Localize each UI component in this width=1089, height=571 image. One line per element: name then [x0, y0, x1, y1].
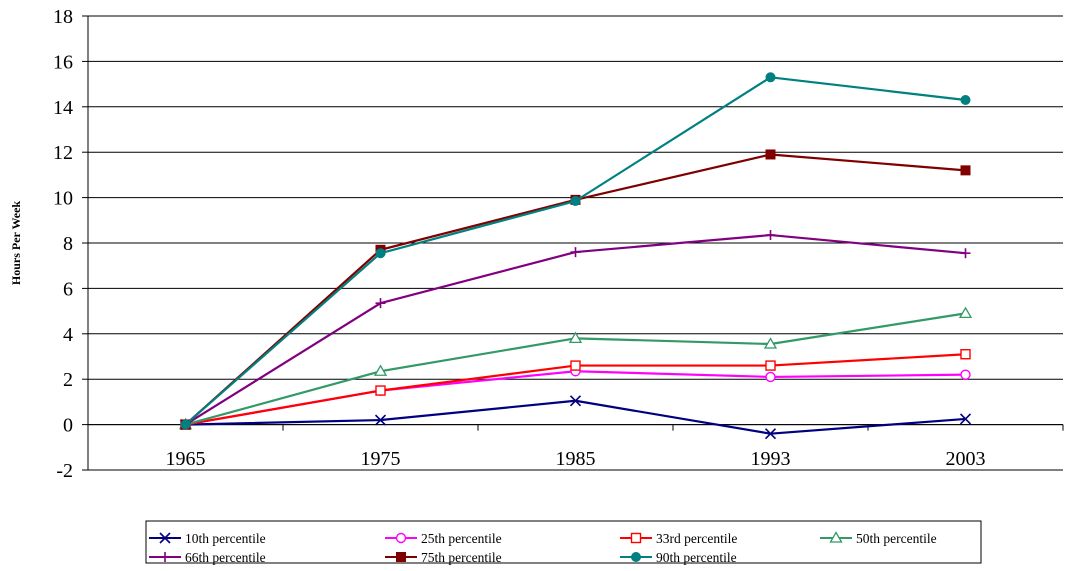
legend: 10th percentile 25th percentile 33rd perce…	[145, 520, 982, 565]
x-tick-label: 1975	[361, 448, 401, 470]
data-point-marker	[765, 72, 776, 83]
data-point-marker	[375, 298, 386, 309]
series-line	[185, 399, 966, 435]
data-point-marker	[765, 230, 776, 241]
data-point-marker	[568, 331, 583, 343]
series-90th-percentile	[180, 72, 971, 430]
y-axis-title: Hours Per Week	[9, 201, 23, 286]
legend-item: 90th percentile	[620, 550, 737, 565]
data-point-marker	[569, 395, 582, 407]
y-tick-label: 16	[53, 51, 73, 73]
data-point-marker	[960, 94, 971, 105]
data-point-marker	[375, 248, 386, 259]
data-point-marker	[570, 247, 581, 258]
legend-label: 10th percentile	[185, 531, 266, 546]
data-point-marker	[160, 552, 170, 562]
y-tick-label: 18	[53, 6, 73, 28]
y-tick-label: 14	[53, 97, 73, 119]
legend-label: 66th percentile	[185, 550, 266, 565]
data-point-marker	[829, 531, 843, 543]
y-tick-label: 2	[63, 369, 73, 391]
x-tick-label: 1965	[166, 448, 206, 470]
legend-item: 25th percentile	[385, 531, 502, 546]
legend-item: 66th percentile	[149, 550, 266, 565]
y-tick-label: 12	[53, 142, 73, 164]
legend-label: 25th percentile	[421, 531, 502, 546]
legend-label: 90th percentile	[656, 550, 737, 565]
y-tick-label: 10	[53, 188, 73, 210]
legend-label: 75th percentile	[421, 550, 502, 565]
series-75th-percentile	[180, 149, 971, 430]
data-point-marker	[570, 360, 581, 371]
series-lines	[178, 72, 973, 440]
data-point-marker	[630, 532, 642, 544]
y-tick-label: 8	[63, 233, 73, 255]
legend-item: 50th percentile	[820, 531, 937, 546]
data-point-marker	[374, 414, 387, 426]
x-tick-labels: 1965 1975 1985 1993 2003	[166, 448, 986, 470]
x-tick-label: 2003	[946, 448, 986, 470]
data-point-marker	[960, 165, 971, 176]
y-tick-label: -2	[56, 460, 73, 482]
data-point-marker	[763, 337, 778, 349]
y-tick-labels: -2 0 2 4 6 8 10 12 14 16 18	[53, 6, 73, 482]
data-point-marker	[375, 385, 386, 396]
data-point-marker	[960, 349, 971, 360]
data-point-marker	[960, 369, 971, 380]
data-point-marker	[765, 371, 776, 383]
legend-label: 33rd percentile	[656, 531, 737, 546]
legend-item: 10th percentile	[149, 531, 266, 546]
y-tick-label: 6	[63, 278, 73, 300]
x-tick-label: 1985	[556, 448, 596, 470]
series-10th-percentile	[179, 395, 972, 440]
series-25th-percentile	[180, 366, 971, 430]
y-tick-label: 4	[63, 324, 73, 346]
data-point-marker	[159, 532, 171, 544]
data-point-marker	[765, 360, 776, 371]
data-point-marker	[373, 364, 388, 376]
y-tick-label: 0	[63, 415, 73, 437]
series-33rd-percentile	[180, 349, 971, 430]
data-point-marker	[765, 149, 776, 160]
data-point-marker	[395, 532, 407, 544]
data-point-marker	[764, 428, 777, 440]
data-point-marker	[396, 552, 406, 562]
data-point-marker	[631, 552, 641, 562]
legend-item: 33rd percentile	[620, 531, 737, 546]
data-point-marker	[959, 413, 972, 425]
data-point-marker	[180, 419, 191, 430]
data-point-marker	[958, 306, 973, 319]
legend-item: 75th percentile	[385, 550, 502, 565]
data-point-marker	[570, 196, 581, 207]
data-point-marker	[960, 248, 971, 259]
x-tick-label: 1993	[751, 448, 791, 470]
series-line	[184, 233, 966, 426]
series-50th-percentile	[178, 306, 973, 430]
legend-label: 50th percentile	[856, 531, 937, 546]
